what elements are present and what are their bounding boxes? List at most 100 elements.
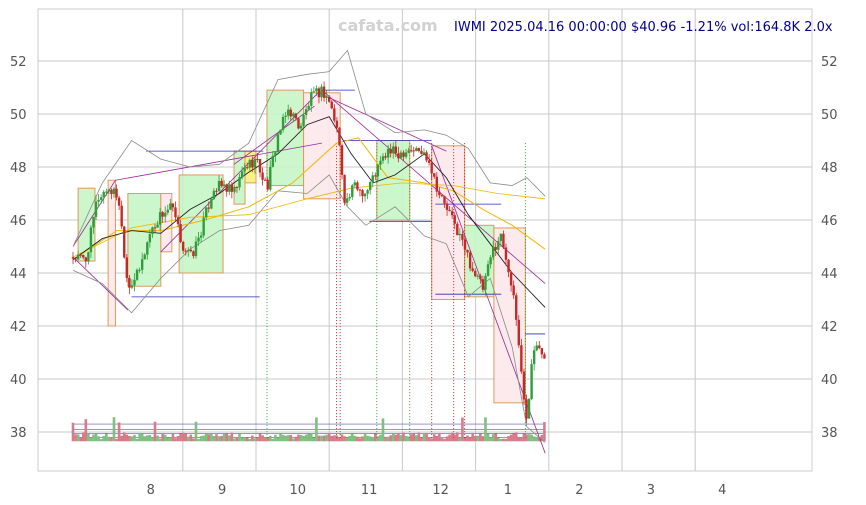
volume-bar-down	[184, 433, 188, 442]
candle-up	[353, 182, 357, 186]
candle-down	[445, 203, 449, 210]
volume-bar-up	[404, 435, 408, 442]
x-tick-label: 9	[218, 483, 226, 498]
candle-down	[207, 207, 210, 209]
candle-down	[230, 184, 234, 192]
x-tick-label: 10	[289, 483, 306, 498]
volume-bar-up	[476, 435, 480, 442]
volume-bar-down	[525, 434, 528, 442]
candle-down	[517, 319, 520, 346]
candle-down	[509, 272, 513, 286]
candle-up	[97, 199, 100, 202]
candle-down	[417, 148, 421, 151]
candle-down	[540, 348, 544, 355]
candle-down	[412, 150, 415, 152]
volume-bar-down	[215, 434, 218, 442]
volume-bar-down	[473, 435, 477, 442]
candle-down	[522, 371, 526, 400]
volume-bar-down	[361, 436, 364, 442]
candle-down	[340, 145, 344, 175]
volume-bar-down	[468, 437, 472, 442]
volume-bar-down	[450, 432, 454, 442]
candle-up	[348, 197, 351, 199]
candle-up	[233, 186, 236, 192]
volume-bar-up	[530, 434, 533, 442]
volume-bar-up	[496, 437, 500, 442]
volume-bar-up	[386, 436, 390, 442]
x-axis-labels: 8 9 10 11 12 1 2 3 4	[147, 483, 727, 498]
y-tick-label-left: 48	[10, 161, 27, 176]
candle-up	[140, 259, 144, 270]
volume-bar-down	[327, 433, 331, 442]
candle-up	[135, 269, 139, 280]
candle-up	[376, 164, 380, 177]
volume-bar-down	[245, 437, 249, 442]
volume-bars	[71, 417, 546, 442]
candle-up	[287, 109, 290, 116]
trend-line	[318, 92, 447, 152]
volume-bar-down	[317, 435, 321, 442]
volume-bar-down	[330, 435, 334, 442]
volume-bar-down	[397, 433, 400, 442]
candle-up	[386, 148, 390, 158]
candle-down	[71, 257, 75, 259]
candle-up	[146, 242, 149, 255]
volume-bar-up	[499, 438, 503, 442]
volume-bar-down	[335, 435, 339, 442]
volume-bar-up	[458, 437, 462, 442]
candle-down	[263, 179, 267, 181]
volume-bar-up	[407, 436, 410, 442]
trend-line	[72, 256, 129, 311]
candle-down	[502, 233, 505, 248]
candle-up	[491, 246, 495, 258]
volume-bar-up	[292, 438, 295, 442]
volume-bar-up	[271, 438, 275, 442]
volume-bar-down	[174, 438, 177, 442]
volume-bar-up	[415, 435, 418, 442]
volume-bar-up	[158, 438, 162, 442]
volume-bar-down	[435, 435, 439, 442]
volume-bar-down	[512, 433, 515, 442]
volume-bar-down	[120, 435, 123, 442]
volume-bar-up	[210, 433, 213, 442]
volume-bar-down	[294, 436, 298, 442]
volume-bar-down	[71, 422, 75, 442]
volume-bar-down	[125, 434, 129, 442]
volume-bar-down	[153, 421, 157, 442]
volume-bar-down	[192, 438, 195, 442]
volume-bar-up	[217, 436, 221, 442]
candle-up	[92, 216, 95, 228]
volume-bar-up	[320, 435, 323, 442]
candle-up	[535, 345, 538, 351]
candle-up	[228, 184, 231, 192]
candle-down	[317, 88, 321, 98]
volume-bar-down	[74, 434, 77, 442]
candle-up	[281, 116, 285, 130]
candle-down	[84, 257, 88, 262]
candle-up	[458, 233, 462, 236]
candle-down	[128, 277, 131, 288]
y-tick-label-left: 46	[10, 214, 27, 229]
candle-up	[307, 105, 310, 110]
x-tick-label: 4	[718, 483, 726, 498]
candle-up	[302, 114, 305, 126]
volume-bar-up	[248, 439, 252, 442]
volume-bar-down	[181, 432, 185, 442]
volume-bar-up	[135, 438, 139, 442]
volume-bar-down	[356, 436, 359, 442]
x-tick-label: 11	[361, 483, 378, 498]
candle-up	[368, 182, 372, 191]
volume-bar-down	[384, 436, 387, 442]
candle-up	[407, 150, 410, 153]
candle-up	[299, 125, 303, 129]
candle-down	[343, 174, 346, 203]
candle-down	[256, 158, 259, 160]
candle-down	[461, 233, 464, 240]
candle-down	[525, 399, 528, 419]
volume-bar-up	[491, 434, 495, 442]
volume-bar-up	[381, 418, 385, 442]
candle-up	[212, 190, 216, 200]
volume-bar-up	[148, 434, 152, 442]
candle-up	[133, 279, 136, 286]
volume-bar-down	[374, 433, 377, 442]
